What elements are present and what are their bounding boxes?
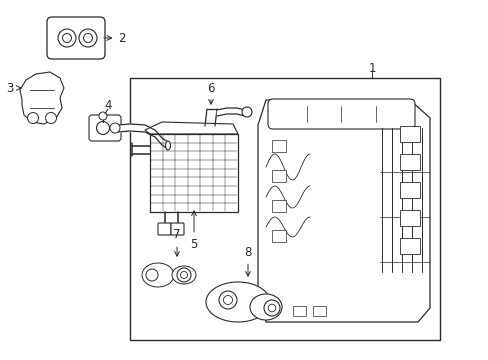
Text: 1: 1 xyxy=(367,62,375,75)
Text: 2: 2 xyxy=(103,31,125,45)
Circle shape xyxy=(267,304,275,312)
Polygon shape xyxy=(172,266,196,284)
Circle shape xyxy=(223,296,232,305)
FancyBboxPatch shape xyxy=(171,223,183,235)
Ellipse shape xyxy=(165,141,170,150)
Circle shape xyxy=(99,112,107,120)
FancyBboxPatch shape xyxy=(47,17,105,59)
Bar xyxy=(399,182,419,198)
Bar xyxy=(130,78,439,340)
Polygon shape xyxy=(258,100,429,322)
Circle shape xyxy=(58,29,76,47)
Bar xyxy=(312,306,325,316)
Circle shape xyxy=(45,112,57,123)
Circle shape xyxy=(96,122,109,135)
Bar xyxy=(399,210,419,226)
Circle shape xyxy=(219,291,237,309)
Polygon shape xyxy=(145,122,238,134)
Polygon shape xyxy=(249,294,282,320)
Circle shape xyxy=(83,33,92,42)
Bar xyxy=(271,140,285,152)
Polygon shape xyxy=(205,282,269,322)
Circle shape xyxy=(79,29,97,47)
Bar xyxy=(150,134,238,212)
Text: 7: 7 xyxy=(173,229,181,256)
Bar xyxy=(399,154,419,170)
Bar xyxy=(271,170,285,182)
Text: 8: 8 xyxy=(244,246,251,276)
Bar xyxy=(399,126,419,142)
Text: 3: 3 xyxy=(6,81,21,94)
Circle shape xyxy=(110,123,120,133)
Polygon shape xyxy=(20,72,64,124)
Text: 6: 6 xyxy=(207,81,214,104)
FancyBboxPatch shape xyxy=(267,99,414,129)
Circle shape xyxy=(146,269,158,281)
Bar xyxy=(292,306,305,316)
Bar xyxy=(271,230,285,242)
Circle shape xyxy=(242,107,251,117)
Circle shape xyxy=(27,112,39,123)
Text: 5: 5 xyxy=(190,211,197,251)
Bar xyxy=(399,238,419,254)
FancyBboxPatch shape xyxy=(158,223,171,235)
FancyBboxPatch shape xyxy=(89,115,121,141)
Circle shape xyxy=(264,300,280,316)
Circle shape xyxy=(180,271,187,279)
Circle shape xyxy=(62,33,71,42)
Text: 4: 4 xyxy=(104,99,112,112)
Polygon shape xyxy=(142,263,174,287)
Bar xyxy=(271,200,285,212)
Circle shape xyxy=(177,268,191,282)
